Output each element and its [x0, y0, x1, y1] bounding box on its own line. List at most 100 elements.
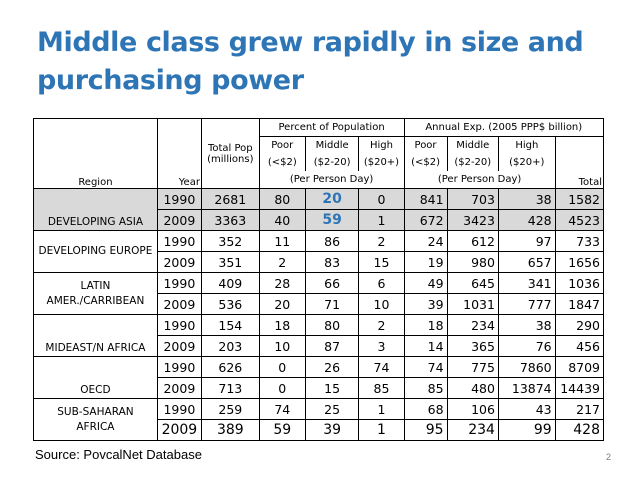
table-row: LATIN AMER./CARRIBEAN 1990 409 28 66 6 49 645 34… — [33, 272, 605, 315]
exp-total-cell: 1582 — [554, 188, 605, 210]
exp-poor-cell: 95 — [403, 419, 448, 441]
poor-cell: 40 — [258, 209, 306, 231]
exp-middle-cell: 1031 — [446, 293, 499, 315]
table-row: 2009 351 2 83 15 19 980 657 1656 — [34, 251, 605, 273]
table-row: DEVELOPING ASIA 1990 2681 80 20 0 841 703 38 1582 — [33, 188, 605, 231]
exp-high-cell: 428 — [497, 209, 556, 231]
middle-cell: 26 — [304, 356, 360, 378]
middle-cell: 39 — [304, 419, 360, 441]
table-row: 2009 713 0 15 85 85 480 13874 14439 — [34, 377, 605, 399]
exp-poor-cell: 841 — [403, 188, 448, 210]
exp-middle-cell: 645 — [446, 272, 499, 294]
pop-cell: 409 — [200, 272, 260, 294]
poor-cell: 74 — [258, 398, 306, 420]
exp-high-cell: 13874 — [497, 377, 556, 399]
middle-cell: 80 — [304, 314, 360, 336]
exp-middle-cell: 480 — [446, 377, 499, 399]
year-header: Year — [156, 118, 202, 189]
high-header: High — [358, 136, 405, 154]
exp-total-cell: 217 — [554, 398, 605, 420]
pop-cell: 203 — [200, 335, 260, 357]
exp-poor-cell: 74 — [403, 356, 448, 378]
pop-cell: 626 — [200, 356, 260, 378]
exp-middle-cell: 3423 — [446, 209, 499, 231]
poor-cell: 10 — [258, 335, 306, 357]
high-cell: 15 — [358, 251, 405, 273]
year-cell: 1990 — [156, 398, 202, 420]
year-cell: 2009 — [156, 419, 202, 441]
middle-cell: 20 — [304, 188, 360, 210]
poor-header: Poor — [258, 136, 306, 154]
poor-cell: 11 — [258, 230, 306, 252]
exp-middle-cell: 980 — [446, 251, 499, 273]
exp-high-cell: 76 — [497, 335, 556, 357]
exp-high-cell: 38 — [497, 314, 556, 336]
exp-high-cell: 38 — [497, 188, 556, 210]
middle-header: Middle — [304, 136, 360, 154]
middle-cell: 86 — [304, 230, 360, 252]
total-pop-unit: (millions) — [200, 154, 260, 189]
exp-high-cell: 777 — [497, 293, 556, 315]
pop-cell: 259 — [200, 398, 260, 420]
year-cell: 2009 — [156, 251, 202, 273]
per-person-day-label: (Per Person Day) — [258, 171, 405, 189]
exp-poor-cell: 18 — [403, 314, 448, 336]
exp-poor-cell: 672 — [403, 209, 448, 231]
exp-poor-cell: 19 — [403, 251, 448, 273]
high-cell: 2 — [358, 230, 405, 252]
high-cell: 10 — [358, 293, 405, 315]
region-name: SUB-SAHARAN AFRICA — [33, 398, 158, 441]
exp-middle-cell: 703 — [446, 188, 499, 210]
exp-poor-cell: 14 — [403, 335, 448, 357]
poor-cell: 2 — [258, 251, 306, 273]
middle-cell: 83 — [304, 251, 360, 273]
middle-cell: 25 — [304, 398, 360, 420]
year-cell: 1990 — [156, 314, 202, 336]
pop-cell: 351 — [200, 251, 260, 273]
region-header: Region — [33, 118, 158, 189]
pop-cell: 389 — [200, 419, 260, 441]
exp-middle-cell: 775 — [446, 356, 499, 378]
region-name: MIDEAST/N AFRICA — [33, 314, 158, 357]
exp-poor-cell: 85 — [403, 377, 448, 399]
exp-middle-cell: 365 — [446, 335, 499, 357]
exp-total-cell: 456 — [554, 335, 605, 357]
high-cell: 85 — [358, 377, 405, 399]
exp-poor-header: Poor — [403, 136, 448, 154]
exp-poor-cell: 39 — [403, 293, 448, 315]
exp-total-cell: 1036 — [554, 272, 605, 294]
pop-cell: 2681 — [200, 188, 260, 210]
region-name: OECD — [33, 356, 158, 399]
middle-cell: 87 — [304, 335, 360, 357]
poor-cell: 18 — [258, 314, 306, 336]
page-number: 2 — [605, 452, 611, 462]
poor-cell: 20 — [258, 293, 306, 315]
source-note: Source: PovcalNet Database — [35, 447, 202, 462]
exp-total-cell: 1847 — [554, 293, 605, 315]
pop-cell: 536 — [200, 293, 260, 315]
table-row: SUB-SAHARAN AFRICA 1990 259 74 25 1 68 106 43 217 — [33, 398, 605, 441]
high-cell: 1 — [358, 209, 405, 231]
exp-high-cell: 7860 — [497, 356, 556, 378]
exp-high-header: High — [497, 136, 556, 154]
exp-total-cell: 290 — [554, 314, 605, 336]
table-row: 2009 3363 40 59 1 672 3423 428 4523 — [34, 209, 605, 231]
middle-cell: 15 — [304, 377, 360, 399]
exp-poor-cell: 68 — [403, 398, 448, 420]
pop-cell: 154 — [200, 314, 260, 336]
total-pop-header: Total Pop — [200, 118, 260, 154]
exp-total-cell: 4523 — [554, 209, 605, 231]
table-row: DEVELOPING EUROPE 1990 352 11 86 2 24 612 97 733 — [33, 230, 605, 273]
poor-cell: 0 — [258, 356, 306, 378]
pop-cell: 3363 — [200, 209, 260, 231]
exp-total-cell: 8709 — [554, 356, 605, 378]
poor-cell: 80 — [258, 188, 306, 210]
table-row: MIDEAST/N AFRICA 1990 154 18 80 2 18 234 38 290 — [33, 314, 605, 357]
exp-high-cell: 657 — [497, 251, 556, 273]
middle-cell: 71 — [304, 293, 360, 315]
pop-cell: 352 — [200, 230, 260, 252]
table-row: 2009 536 20 71 10 39 1031 777 1847 — [34, 293, 605, 315]
exp-middle-cell: 234 — [446, 419, 499, 441]
table-row: OECD 1990 626 0 26 74 74 775 7860 8709 — [33, 356, 605, 399]
exp-per-person-day-label: (Per Person Day) — [403, 171, 556, 189]
